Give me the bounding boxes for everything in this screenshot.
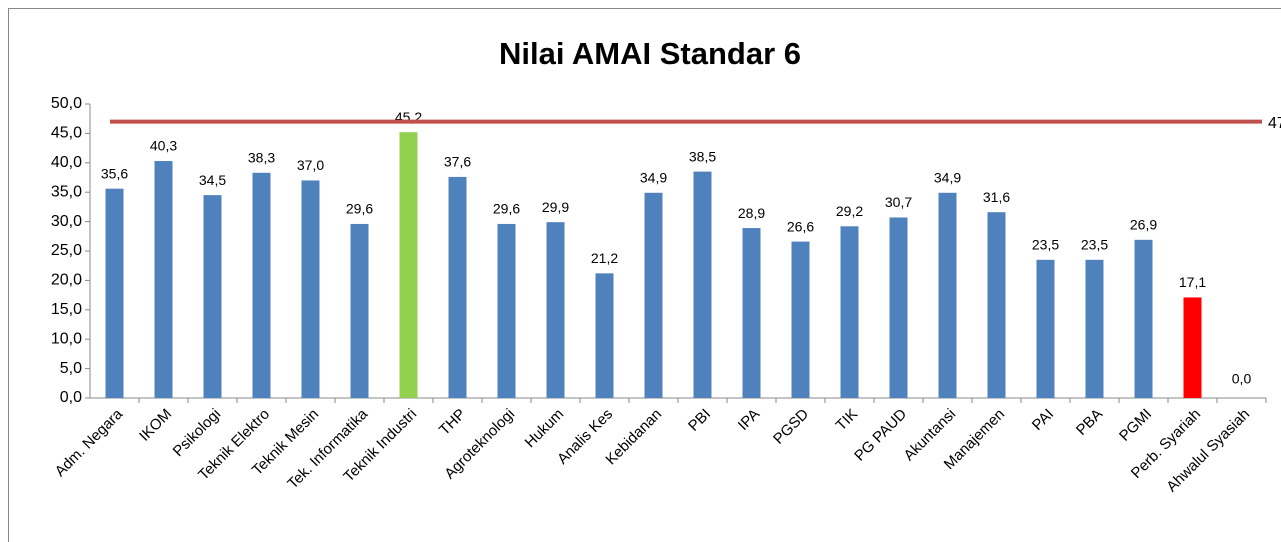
reference-label: 47 (1268, 115, 1281, 132)
bar (791, 241, 810, 398)
data-label: 34,9 (934, 169, 961, 185)
y-tick-label: 40,0 (51, 154, 82, 171)
data-label: 38,3 (248, 149, 275, 165)
data-label: 29,6 (493, 201, 520, 217)
bar (350, 223, 369, 398)
bar (203, 195, 222, 398)
bar (154, 161, 173, 398)
bar (987, 212, 1006, 398)
bar (105, 188, 124, 398)
bar (546, 222, 565, 398)
y-tick-label: 45,0 (51, 125, 82, 142)
data-label: 29,6 (346, 201, 373, 217)
data-label: 28,9 (738, 205, 765, 221)
bar (497, 223, 516, 398)
y-tick-label: 10,0 (51, 330, 82, 347)
data-label: 34,5 (199, 172, 226, 188)
bar (1183, 297, 1202, 398)
y-tick-label: 20,0 (51, 272, 82, 289)
chart-title: Nilai AMAI Standar 6 (499, 36, 801, 71)
bar (301, 180, 320, 398)
y-tick-label: 15,0 (51, 301, 82, 318)
y-tick-label: 35,0 (51, 183, 82, 200)
data-label: 26,6 (787, 218, 814, 234)
bar (840, 226, 859, 398)
data-label: 37,0 (297, 157, 324, 173)
data-label: 31,6 (983, 189, 1010, 205)
data-label: 21,2 (591, 250, 618, 266)
bar (448, 176, 467, 398)
bar (1085, 259, 1104, 398)
bar (1134, 239, 1153, 398)
bar (595, 273, 614, 398)
bar (742, 228, 761, 398)
bar (938, 192, 957, 398)
data-label: 30,7 (885, 194, 912, 210)
data-label: 29,2 (836, 203, 863, 219)
data-label: 23,5 (1032, 237, 1059, 253)
bar (1036, 259, 1055, 398)
data-label: 23,5 (1081, 237, 1108, 253)
data-label: 26,9 (1130, 217, 1157, 233)
bar (644, 192, 663, 398)
bar (693, 171, 712, 398)
data-label: 40,3 (150, 138, 177, 154)
y-tick-label: 5,0 (60, 360, 82, 377)
y-tick-label: 30,0 (51, 213, 82, 230)
y-tick-label: 0,0 (60, 389, 82, 406)
y-tick-label: 25,0 (51, 242, 82, 259)
y-tick-label: 50,0 (51, 95, 82, 112)
bar (252, 172, 271, 398)
data-label: 37,6 (444, 154, 471, 170)
data-label: 38,5 (689, 148, 716, 164)
bar (889, 217, 908, 398)
data-label: 29,9 (542, 199, 569, 215)
data-label: 35,6 (101, 165, 128, 181)
bar (399, 132, 418, 398)
data-label: 34,9 (640, 169, 667, 185)
data-label: 0,0 (1232, 371, 1252, 387)
data-label: 17,1 (1179, 274, 1206, 290)
